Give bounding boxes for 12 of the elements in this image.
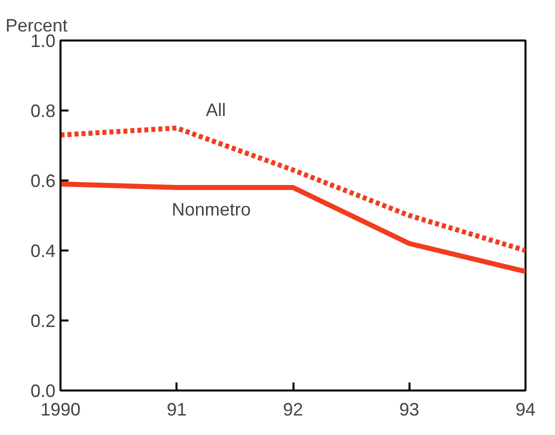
x-tick-label: 91 — [166, 400, 187, 420]
y-tick-label: 0.4 — [30, 241, 56, 261]
x-tick-label: 94 — [515, 400, 536, 420]
y-tick-label: 0.2 — [30, 311, 56, 331]
series-label: Nonmetro — [172, 200, 251, 220]
x-tick-label: 92 — [282, 400, 304, 420]
series-label: All — [206, 100, 226, 120]
x-tick-label: 1990 — [40, 400, 81, 420]
y-tick-label: 0.0 — [30, 381, 56, 401]
x-tick-label: 93 — [399, 400, 420, 420]
y-tick-label: 0.8 — [30, 101, 56, 121]
y-tick-label: 0.6 — [30, 171, 56, 191]
